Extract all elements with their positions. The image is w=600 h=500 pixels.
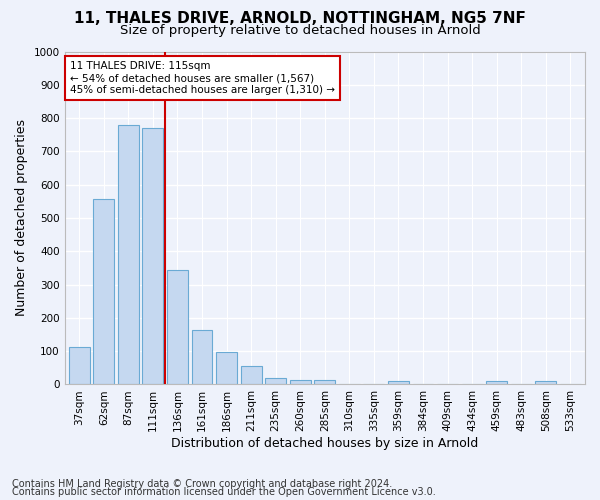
Bar	[69, 347, 90, 385]
Bar	[535, 382, 556, 384]
Bar	[94, 199, 114, 384]
Bar	[142, 128, 163, 384]
Bar	[167, 270, 188, 384]
Bar	[388, 381, 409, 384]
Bar	[241, 366, 262, 384]
Y-axis label: Number of detached properties: Number of detached properties	[15, 120, 28, 316]
Bar	[216, 352, 237, 384]
Text: 11 THALES DRIVE: 115sqm
← 54% of detached houses are smaller (1,567)
45% of semi: 11 THALES DRIVE: 115sqm ← 54% of detache…	[70, 62, 335, 94]
Bar	[486, 382, 507, 384]
Text: Size of property relative to detached houses in Arnold: Size of property relative to detached ho…	[119, 24, 481, 37]
Text: Contains HM Land Registry data © Crown copyright and database right 2024.: Contains HM Land Registry data © Crown c…	[12, 479, 392, 489]
Bar	[191, 330, 212, 384]
X-axis label: Distribution of detached houses by size in Arnold: Distribution of detached houses by size …	[171, 437, 478, 450]
Bar	[290, 380, 311, 384]
Bar	[314, 380, 335, 384]
Text: Contains public sector information licensed under the Open Government Licence v3: Contains public sector information licen…	[12, 487, 436, 497]
Bar	[265, 378, 286, 384]
Bar	[118, 126, 139, 384]
Text: 11, THALES DRIVE, ARNOLD, NOTTINGHAM, NG5 7NF: 11, THALES DRIVE, ARNOLD, NOTTINGHAM, NG…	[74, 11, 526, 26]
